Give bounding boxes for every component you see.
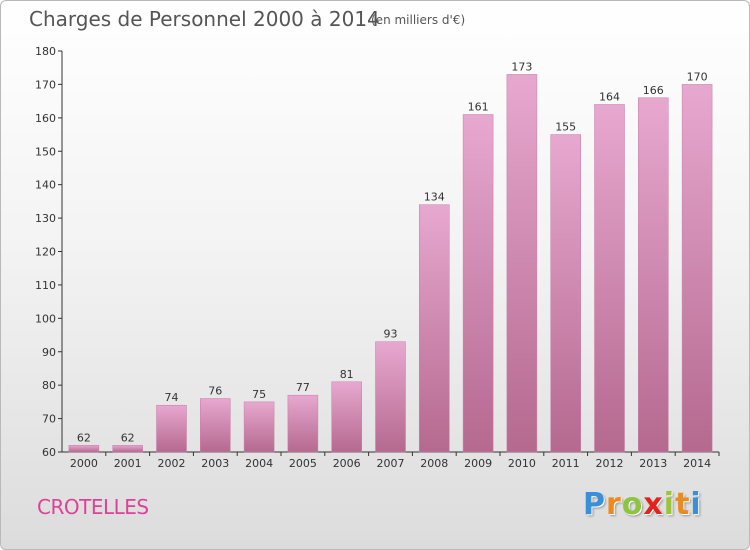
data-label: 155 bbox=[555, 121, 576, 134]
y-tick-label: 70 bbox=[42, 413, 56, 426]
labels-group: 62 62 74 76 75 77 81 93 134 161 173 155 164 166 170 bbox=[77, 60, 708, 444]
y-tick-label: 90 bbox=[42, 346, 56, 359]
x-tick-label: 2007 bbox=[377, 457, 405, 470]
chart-title: Charges de Personnel 2000 à 2014 bbox=[29, 7, 380, 31]
bar-2009 bbox=[462, 114, 494, 453]
bar-2003 bbox=[200, 398, 231, 453]
y-tick-label: 110 bbox=[35, 279, 56, 292]
x-tick-label: 2012 bbox=[596, 457, 624, 470]
y-tick-label: 140 bbox=[35, 179, 56, 192]
x-tick-label: 2011 bbox=[552, 457, 580, 470]
x-tick-label: 2003 bbox=[201, 457, 229, 470]
x-tick-label: 2009 bbox=[464, 457, 492, 470]
data-label: 62 bbox=[77, 431, 91, 444]
y-tick-label: 160 bbox=[35, 112, 56, 125]
y-tick-label: 60 bbox=[42, 446, 56, 459]
bar-2012 bbox=[594, 104, 625, 453]
data-label: 74 bbox=[165, 391, 179, 404]
x-tick-label: 2014 bbox=[683, 457, 711, 470]
axes: 60 70 80 90 100 110 120 130 140 150 160 170 180 2000 2… bbox=[35, 45, 720, 470]
bar-2011 bbox=[550, 134, 581, 453]
data-label: 161 bbox=[468, 100, 489, 113]
bar-2007 bbox=[375, 341, 406, 453]
data-label: 164 bbox=[599, 90, 620, 103]
bar-2013 bbox=[638, 97, 669, 453]
data-label: 75 bbox=[252, 388, 266, 401]
y-tick-label: 170 bbox=[35, 78, 56, 91]
x-tick-label: 2013 bbox=[639, 457, 667, 470]
x-tick-label: 2010 bbox=[508, 457, 536, 470]
bar-2008 bbox=[419, 204, 450, 453]
y-tick-label: 80 bbox=[42, 379, 56, 392]
data-label: 81 bbox=[340, 368, 354, 381]
data-label: 134 bbox=[424, 191, 445, 204]
y-tick-label: 150 bbox=[35, 145, 56, 158]
bar-2010 bbox=[506, 74, 538, 453]
bar-2014 bbox=[681, 84, 713, 453]
commune-name: CROTELLES bbox=[37, 495, 149, 519]
x-tick-label: 2000 bbox=[70, 457, 98, 470]
data-label: 93 bbox=[384, 328, 398, 341]
data-label: 62 bbox=[121, 431, 135, 444]
x-tick-label: 2001 bbox=[114, 457, 142, 470]
bar-2001 bbox=[112, 445, 143, 453]
data-label: 77 bbox=[296, 381, 310, 394]
bar-2006 bbox=[331, 381, 362, 453]
x-tick-label: 2006 bbox=[333, 457, 361, 470]
bars-group bbox=[68, 74, 713, 453]
bar-2004 bbox=[243, 401, 275, 453]
bar-2005 bbox=[287, 394, 319, 453]
y-tick-label: 180 bbox=[35, 45, 56, 58]
chart-subtitle: (en milliers d'€) bbox=[371, 13, 466, 27]
data-label: 170 bbox=[687, 70, 708, 83]
y-tick-label: 130 bbox=[35, 212, 56, 225]
x-tick-label: 2008 bbox=[420, 457, 448, 470]
y-tick-label: 100 bbox=[35, 312, 56, 325]
y-tick-label: 120 bbox=[35, 246, 56, 259]
x-tick-label: 2004 bbox=[245, 457, 273, 470]
x-tick-label: 2002 bbox=[158, 457, 186, 470]
bar-2000 bbox=[68, 445, 100, 453]
data-label: 173 bbox=[511, 60, 532, 73]
data-label: 76 bbox=[208, 385, 222, 398]
data-label: 166 bbox=[643, 84, 664, 97]
x-tick-label: 2005 bbox=[289, 457, 317, 470]
proxiti-logo[interactable]: Proxiti bbox=[583, 487, 702, 522]
bar-2002 bbox=[156, 404, 187, 453]
